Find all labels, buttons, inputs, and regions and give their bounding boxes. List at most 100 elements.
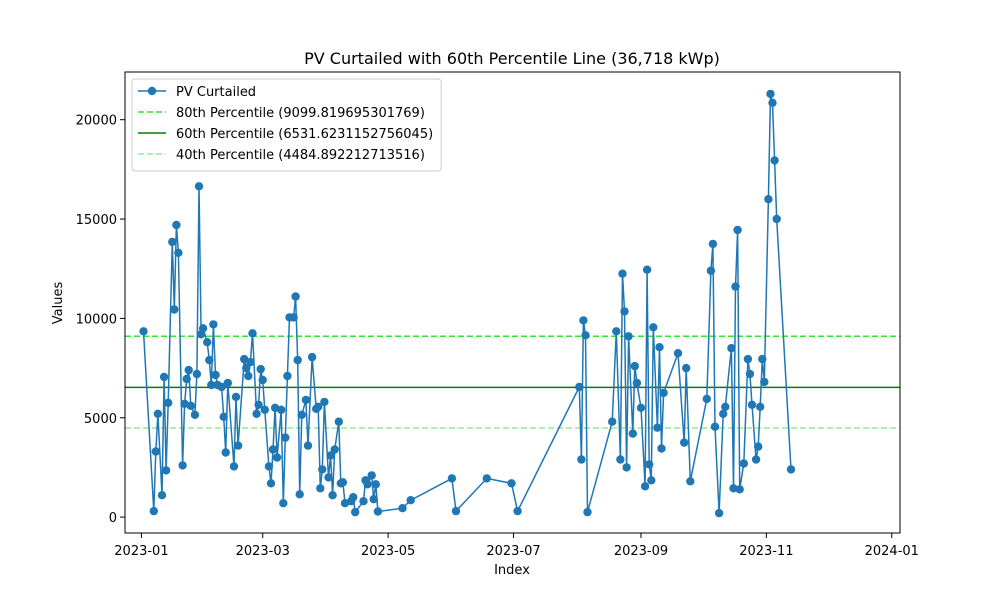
data-point-19 bbox=[192, 369, 202, 379]
data-point-134 bbox=[735, 485, 744, 494]
plot-frame bbox=[124, 71, 901, 534]
data-point-30 bbox=[219, 412, 228, 421]
data-point-6 bbox=[159, 372, 169, 382]
data-point-35 bbox=[233, 441, 243, 450]
data-point-123 bbox=[702, 394, 711, 404]
data-point-93 bbox=[513, 506, 522, 516]
data-point-91 bbox=[482, 474, 491, 483]
data-point-99 bbox=[608, 417, 617, 426]
legend-label-4: 40th Percentile (4484.892212713516) bbox=[176, 148, 425, 163]
data-point-139 bbox=[751, 455, 761, 464]
data-point-60 bbox=[297, 410, 306, 419]
data-point-67 bbox=[318, 465, 327, 474]
data-point-128 bbox=[719, 409, 728, 418]
x-tick-label-7: 2024-01 bbox=[865, 544, 919, 559]
data-point-126 bbox=[710, 422, 720, 431]
data-point-45 bbox=[260, 405, 269, 414]
data-point-51 bbox=[277, 405, 286, 414]
data-point-113 bbox=[647, 476, 656, 485]
data-point-141 bbox=[756, 402, 765, 411]
data-point-56 bbox=[289, 313, 298, 322]
data-point-72 bbox=[330, 445, 339, 454]
data-point-54 bbox=[283, 371, 292, 381]
data-point-59 bbox=[295, 490, 304, 499]
data-point-80 bbox=[359, 497, 368, 506]
data-point-101 bbox=[616, 455, 625, 464]
data-point-18 bbox=[190, 410, 200, 419]
data-point-86 bbox=[373, 507, 383, 516]
data-point-119 bbox=[673, 349, 683, 358]
data-point-120 bbox=[680, 438, 689, 447]
data-point-117 bbox=[657, 444, 666, 453]
data-point-100 bbox=[612, 327, 621, 336]
data-point-105 bbox=[624, 332, 633, 341]
data-point-68 bbox=[320, 397, 329, 407]
data-point-135 bbox=[739, 459, 748, 468]
data-point-8 bbox=[164, 398, 173, 407]
y-tick-label-4: 15000 bbox=[76, 213, 117, 228]
data-point-70 bbox=[326, 451, 335, 460]
data-point-98 bbox=[583, 507, 592, 517]
data-point-122 bbox=[686, 477, 695, 486]
data-point-4 bbox=[153, 409, 163, 418]
data-point-125 bbox=[708, 239, 718, 249]
data-point-83 bbox=[367, 471, 376, 480]
data-point-85 bbox=[371, 480, 380, 489]
data-point-10 bbox=[170, 305, 179, 314]
data-point-79 bbox=[351, 507, 360, 517]
data-point-103 bbox=[620, 307, 629, 316]
data-point-131 bbox=[729, 484, 738, 493]
data-point-130 bbox=[727, 344, 736, 353]
data-point-41 bbox=[252, 409, 261, 418]
data-point-23 bbox=[203, 338, 212, 347]
data-point-42 bbox=[254, 400, 263, 409]
data-point-112 bbox=[645, 460, 654, 469]
data-point-32 bbox=[223, 378, 232, 388]
data-point-127 bbox=[714, 508, 724, 518]
data-point-136 bbox=[743, 354, 753, 364]
data-point-2 bbox=[149, 506, 158, 516]
legend-label-2: 80th Percentile (9099.819695301769) bbox=[176, 106, 425, 121]
data-point-40 bbox=[248, 329, 257, 338]
data-point-143 bbox=[760, 377, 769, 387]
data-point-31 bbox=[221, 448, 230, 457]
data-point-124 bbox=[706, 266, 716, 275]
data-point-9 bbox=[168, 237, 177, 247]
data-point-138 bbox=[747, 400, 757, 409]
x-tick-label-6: 2023-11 bbox=[739, 544, 793, 559]
data-point-96 bbox=[579, 316, 588, 325]
data-point-149 bbox=[786, 465, 796, 474]
y-tick-label-2: 5000 bbox=[84, 412, 117, 427]
x-tick-label-3: 2023-05 bbox=[361, 544, 415, 559]
data-point-114 bbox=[649, 323, 658, 332]
x-tick-label-5: 2023-09 bbox=[614, 544, 668, 559]
data-point-61 bbox=[301, 395, 311, 405]
legend: PV Curtailed 80th Percentile (9099.819695… bbox=[131, 78, 442, 172]
data-point-27 bbox=[211, 370, 220, 380]
data-point-142 bbox=[758, 354, 767, 364]
data-point-53 bbox=[281, 433, 290, 442]
data-point-46 bbox=[264, 462, 274, 471]
y-tick-label-1: 0 bbox=[109, 511, 117, 526]
y-tick-label-5: 20000 bbox=[76, 114, 117, 129]
data-point-108 bbox=[632, 378, 642, 388]
data-point-43 bbox=[256, 364, 265, 374]
data-point-133 bbox=[733, 225, 742, 235]
data-point-148 bbox=[772, 214, 781, 224]
data-point-12 bbox=[174, 248, 183, 257]
data-point-5 bbox=[157, 491, 167, 500]
data-point-90 bbox=[451, 506, 461, 516]
data-point-95 bbox=[577, 455, 586, 464]
data-point-92 bbox=[507, 479, 516, 488]
data-point-116 bbox=[655, 343, 664, 352]
data-point-13 bbox=[178, 461, 187, 470]
data-point-144 bbox=[764, 195, 773, 204]
data-point-24 bbox=[205, 355, 214, 365]
data-point-82 bbox=[363, 480, 372, 489]
y-tick-label-3: 10000 bbox=[76, 312, 117, 327]
data-point-63 bbox=[307, 352, 317, 362]
data-point-25 bbox=[207, 380, 216, 390]
data-point-20 bbox=[194, 182, 204, 191]
data-point-118 bbox=[659, 388, 668, 398]
